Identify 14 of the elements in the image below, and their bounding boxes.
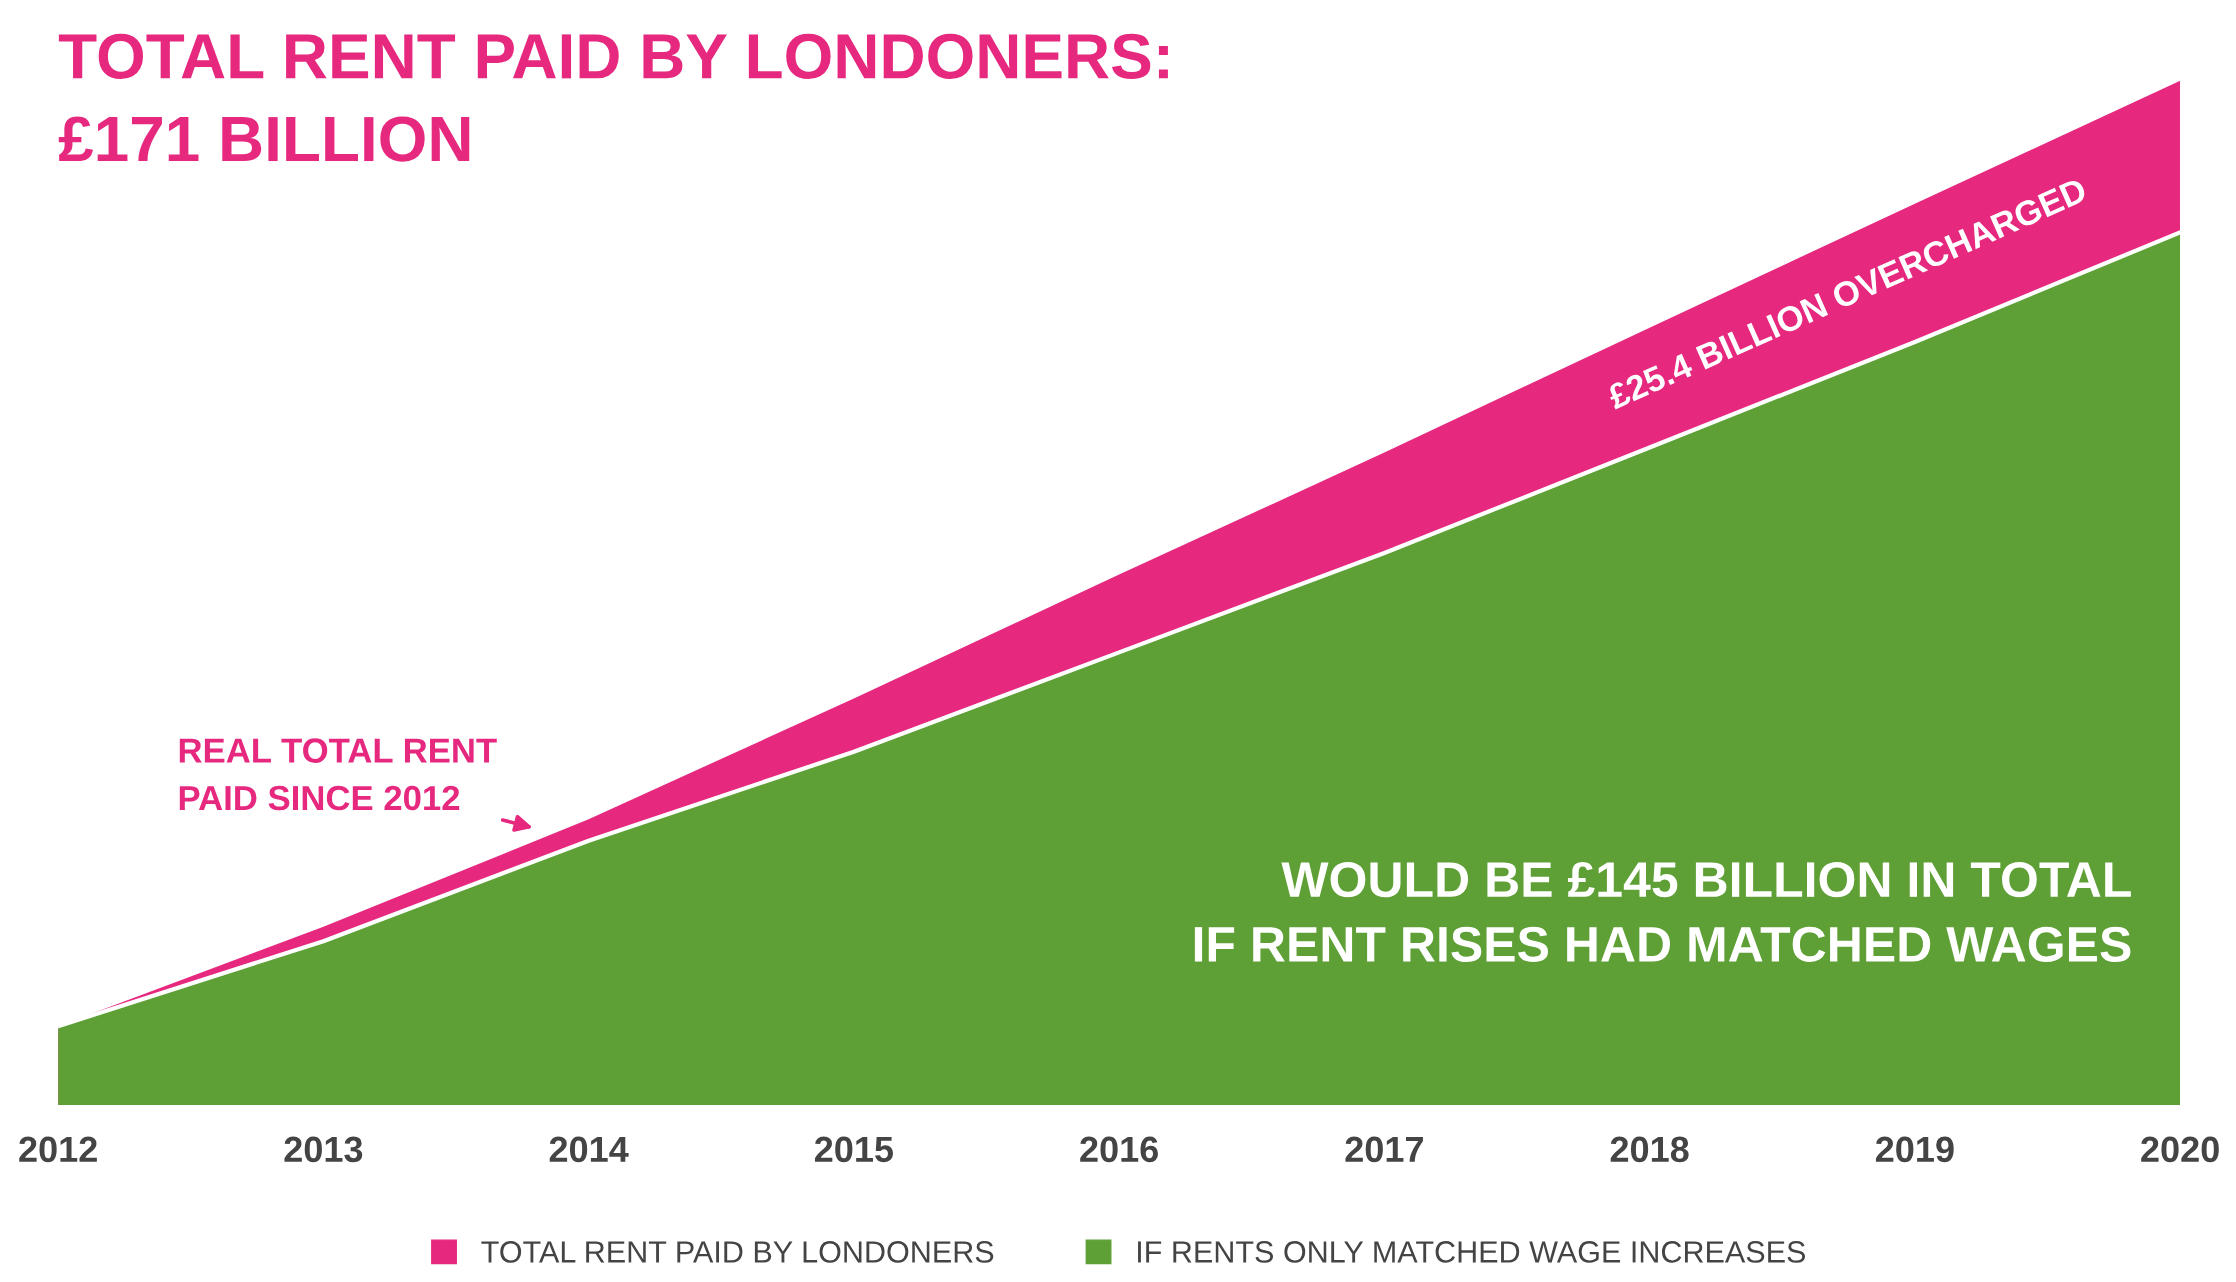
annotation: REAL TOTAL RENT PAID SINCE 2012 bbox=[179, 738, 497, 811]
x-tick-label: 2013 bbox=[284, 1136, 363, 1163]
x-tick-label: 2015 bbox=[814, 1136, 894, 1163]
x-tick-label: 2020 bbox=[2141, 1136, 2219, 1163]
x-tick-label: 2018 bbox=[1610, 1136, 1689, 1163]
legend-label: IF RENTS ONLY MATCHED WAGE INCREASES bbox=[1138, 1241, 1806, 1263]
x-tick-label: 2014 bbox=[549, 1136, 629, 1163]
legend-label: TOTAL RENT PAID BY LONDONERS bbox=[481, 1241, 994, 1263]
x-tick-label: 2012 bbox=[19, 1136, 97, 1163]
x-tick-label: 2017 bbox=[1345, 1136, 1423, 1163]
x-tick-label: 2016 bbox=[1080, 1136, 1158, 1163]
chart-title: TOTAL RENT PAID BY LONDONERS: £171 BILLION bbox=[58, 33, 1168, 162]
annotation: WOULD BE £145 BILLION IN TOTAL IF RENT RISES HAD MATCHED WAGES bbox=[1194, 861, 2131, 963]
x-tick-label: 2019 bbox=[1875, 1136, 1954, 1163]
